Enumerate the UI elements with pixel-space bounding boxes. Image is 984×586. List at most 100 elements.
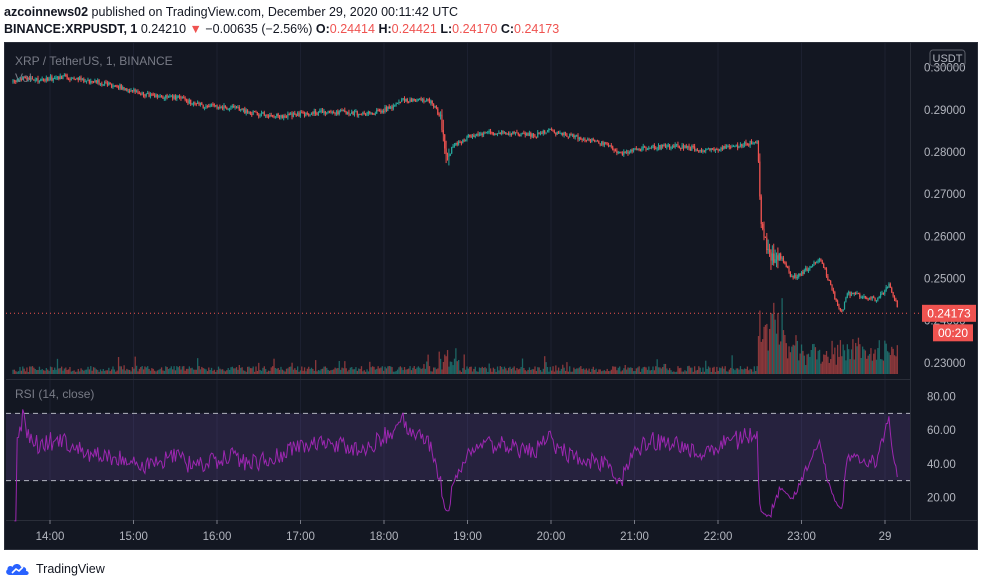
candle-body [426,99,428,102]
close-value: 0.24173 [514,22,560,36]
candle-body [69,79,71,81]
volume-bar [884,340,886,374]
volume-bar [685,371,687,374]
author-name[interactable]: azcoinnews02 [4,5,89,19]
candle-body [771,253,773,261]
volume-bar [694,366,696,374]
candle-body [534,135,536,138]
candle-body [780,253,782,259]
volume-bar [206,371,209,374]
volume-bar [787,358,789,374]
candle-body [181,97,183,99]
volume-bar [868,354,871,374]
candle-body [122,87,124,90]
candle-body [333,111,335,113]
volume-bar [566,362,568,374]
volume-bar [605,371,607,374]
volume-bar [331,369,333,374]
candle-body [718,149,721,151]
volume-bar [803,355,805,374]
volume-bar [788,346,790,374]
volume-bar [714,371,717,374]
volume-bar [381,366,383,374]
tradingview-cloud-icon [6,564,29,575]
candle-body [682,145,685,149]
candle-body [605,142,607,144]
candle-body [498,132,500,134]
candle-body [208,106,210,108]
rsi-tick-label: 20.00 [927,492,956,504]
volume-bar [831,340,833,374]
volume-bar [811,344,814,374]
high-label: H: [378,22,392,36]
candle-body [56,76,59,78]
tradingview-logo[interactable]: TradingView [0,556,105,582]
candle-body [705,149,707,152]
volume-bar [584,369,586,374]
chart-canvas[interactable]: 0.30000 0.29000 0.28000 0.27000 0.26000 0.250… [5,43,979,551]
volume-bar [641,368,643,374]
candle-body [796,277,798,279]
volume-bar [430,371,432,374]
candle-body [675,144,678,146]
countdown-marker [933,324,973,342]
volume-bar [848,349,850,374]
candle-body [112,85,114,88]
candle-body [563,132,565,136]
volume-bar [306,368,308,374]
candle-body [383,110,385,112]
candle-body [37,78,39,82]
volume-bar [131,366,134,374]
chart-frame[interactable]: 0.30000 0.29000 0.28000 0.27000 0.26000 0.250… [4,42,978,550]
candle-body [270,115,272,117]
volume-bar [255,366,257,374]
candle-body [216,105,218,109]
candle-body [51,76,53,81]
candle-body [101,83,103,85]
volume-bar [725,371,728,374]
volume-bar [445,356,447,374]
volume-bar [807,353,810,374]
volume-bar [507,367,510,374]
candle-body [464,139,467,141]
candle-body [699,150,701,152]
candle-body [31,78,34,80]
candle-body [673,146,675,148]
volume-bar [768,328,771,374]
candle-body [85,80,88,82]
volume-bar [749,368,751,374]
candle-body [417,98,419,100]
candle-body [509,133,511,135]
candle-body [824,268,826,270]
currency-badge[interactable] [929,49,966,67]
candle-body [650,146,653,148]
volume-bar [408,368,410,374]
candle-body [743,142,746,146]
candle-body [427,99,429,101]
candle-body [442,130,444,135]
volume-bar [38,366,41,374]
candle-body [781,257,783,259]
candle-body [610,145,612,147]
volume-bar [298,371,300,374]
candle-body [416,99,418,102]
volume-bar [227,368,229,374]
volume-bar [208,367,210,374]
candle-body [746,144,748,146]
volume-layer [12,298,898,374]
candle-body [566,134,568,137]
candle-body [13,80,15,82]
candle-body [223,105,225,109]
candle-body [424,101,426,103]
candle-body [166,95,168,97]
rsi-tick-label: 40.00 [927,459,956,471]
low-label: L: [440,22,453,36]
volume-bar [301,366,303,374]
candle-body [117,87,120,89]
pane-separator[interactable] [6,379,910,380]
candle-body [105,82,107,84]
volume-bar [416,367,418,374]
volume-bar [670,370,672,374]
price-change: −0.00635 (−2.56%) [205,22,313,36]
volume-bar [563,367,565,374]
